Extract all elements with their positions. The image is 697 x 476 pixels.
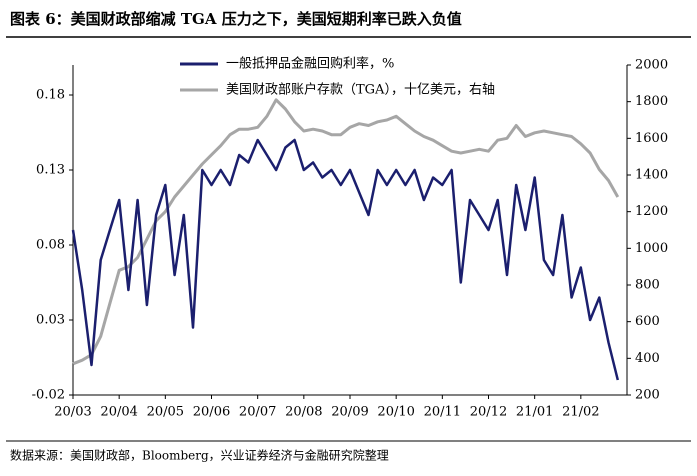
y2-tick-label: 1200	[635, 204, 668, 219]
source-note: 数据来源：美国财政部，Bloomberg，兴业证券经济与金融研究院整理	[10, 448, 389, 463]
y2-tick-label: 800	[635, 278, 660, 293]
chart-title: 图表 6：美国财政部缩减 TGA 压力之下，美国短期利率已跌入负值	[10, 10, 462, 28]
x-tick-label: 20/11	[424, 405, 461, 420]
x-tick-label: 20/05	[147, 405, 184, 420]
y-tick-label: 0.08	[36, 238, 65, 253]
x-tick-label: 20/12	[470, 405, 507, 420]
legend-label: 一般抵押品金融回购利率，%	[226, 56, 394, 72]
y2-tick-label: 1400	[635, 168, 668, 183]
y-tick-label: 0.03	[36, 313, 65, 328]
y2-tick-label: 1600	[635, 131, 668, 146]
x-tick-label: 21/01	[516, 405, 553, 420]
series-line	[71, 138, 620, 381]
y2-tick-label: 400	[635, 351, 660, 366]
y-tick-label: 0.18	[36, 88, 65, 103]
x-tick-label: 20/09	[331, 405, 368, 420]
y2-tick-label: 1800	[635, 94, 668, 109]
legend-label: 美国财政部账户存款（TGA），十亿美元，右轴	[226, 82, 495, 98]
series-line	[72, 98, 620, 366]
x-tick-label: 20/07	[239, 405, 276, 420]
x-tick-label: 20/04	[100, 405, 137, 420]
x-tick-label: 20/03	[54, 405, 91, 420]
x-tick-label: 20/06	[193, 405, 230, 420]
y2-tick-label: 2000	[635, 58, 668, 73]
y-tick-label: 0.13	[36, 163, 65, 178]
x-tick-label: 20/08	[285, 405, 322, 420]
y2-tick-label: 200	[635, 388, 660, 403]
y2-tick-label: 1000	[635, 241, 668, 256]
y2-tick-label: 600	[635, 314, 660, 329]
y-tick-label: -0.02	[32, 388, 65, 403]
x-tick-label: 20/10	[377, 405, 414, 420]
x-tick-label: 21/02	[562, 405, 599, 420]
